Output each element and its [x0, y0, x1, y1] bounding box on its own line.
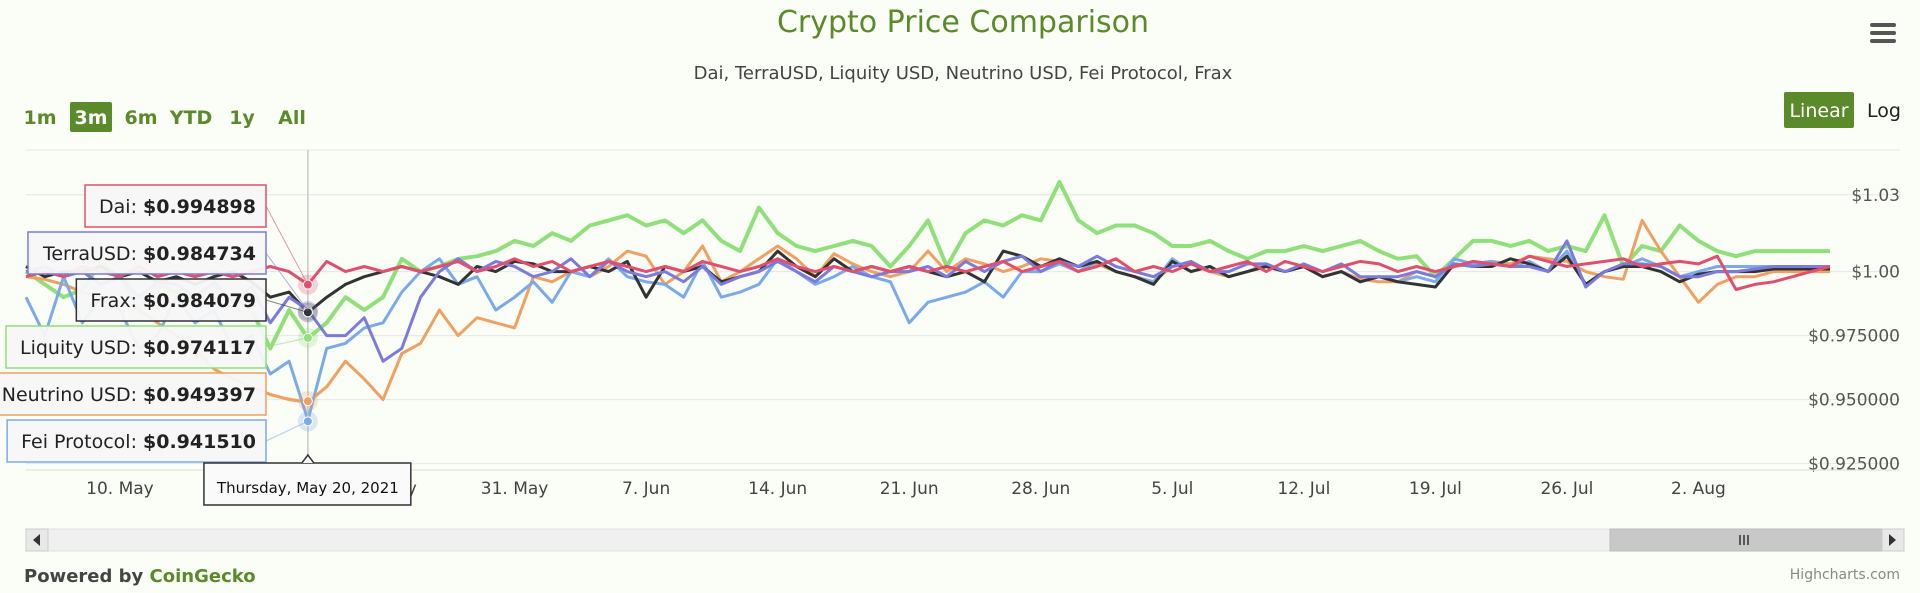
linear-button[interactable]: Linear [1789, 100, 1848, 122]
tooltip-label: Neutrino USD: [2, 384, 143, 406]
tooltip-value: $0.941510 [143, 431, 256, 453]
y-tick-label: $0.975000 [1808, 327, 1900, 347]
tooltip-label: Fei Protocol: [21, 431, 143, 453]
tooltip-value: $0.984734 [143, 243, 256, 265]
tooltip-box [75, 278, 267, 322]
y-tick-label: $1.03 [1851, 186, 1900, 206]
tooltip-value: $0.974117 [143, 337, 256, 359]
powered-by: Powered by CoinGecko [24, 566, 256, 587]
arrow-left-icon [33, 534, 40, 546]
tooltip-value: $0.984079 [143, 290, 256, 312]
range-button-1m[interactable]: 1m [23, 107, 56, 129]
series-line-liquity-usd[interactable] [24, 180, 1830, 351]
coingecko-link[interactable]: CoinGecko [150, 566, 256, 587]
tooltip-connector [265, 299, 309, 313]
range-button-all[interactable]: All [278, 107, 306, 129]
x-tick-label: 28. Jun [1011, 479, 1070, 499]
chart-title: Crypto Price Comparison [777, 5, 1149, 40]
x-tick-label: 10. May [86, 479, 154, 499]
tooltip-box [27, 231, 267, 275]
hamburger-menu-icon[interactable] [1868, 20, 1898, 48]
tooltip-connector [265, 205, 309, 285]
range-3m-bg[interactable] [70, 102, 112, 132]
tooltip-text: Fei Protocol: $0.941510 [21, 431, 256, 453]
tooltip-neutrino-usd: Neutrino USD: $0.949397 [0, 372, 308, 416]
tooltip-label: Frax: [90, 290, 143, 312]
tooltip-text: Dai: $0.994898 [99, 196, 256, 218]
range-button-3m[interactable]: 3m [74, 107, 107, 129]
x-tick-label: 2. Aug [1671, 479, 1726, 499]
x-tick-label: 5. Jul [1151, 479, 1193, 499]
highcharts-credits[interactable]: Highcharts.com [1790, 567, 1900, 583]
scroll-thumb[interactable] [1609, 528, 1883, 552]
x-tick-label: 31. May [481, 479, 549, 499]
tooltip-liquity-usd: Liquity USD: $0.974117 [5, 325, 308, 369]
tooltip-terrausd: TerraUSD: $0.984734 [27, 231, 309, 311]
tooltip-label: Liquity USD: [20, 337, 143, 359]
range-button-6m[interactable]: 6m [124, 107, 157, 129]
y-tick-label: $0.925000 [1808, 455, 1900, 475]
date-tooltip: Thursday, May 20, 2021 [203, 453, 412, 506]
tooltip-value: $0.994898 [143, 196, 256, 218]
log-button[interactable]: Log [1867, 100, 1901, 122]
tooltip-fei-protocol: Fei Protocol: $0.941510 [6, 419, 309, 463]
linear-button-bg[interactable] [1784, 92, 1854, 128]
date-tooltip-text: Thursday, May 20, 2021 [216, 479, 399, 497]
series-line-dai[interactable] [25, 254, 1831, 291]
tooltip-text: Frax: $0.984079 [90, 290, 256, 312]
tooltip-text: Liquity USD: $0.974117 [20, 337, 256, 359]
tooltip-box [6, 419, 267, 463]
chart-subtitle: Dai, TerraUSD, Liquity USD, Neutrino USD… [694, 63, 1233, 84]
navigator-scrollbar[interactable] [25, 528, 1905, 552]
tooltips: Dai: $0.994898 TerraUSD: $0.984734 Frax: $… [0, 184, 412, 506]
date-tooltip-pointer [301, 453, 315, 464]
tooltip-box [84, 184, 267, 228]
grip-icon [1739, 535, 1749, 545]
series-lines [24, 180, 1831, 422]
scale-toggle: Linear Log [1784, 92, 1901, 128]
date-tooltip-box [203, 462, 412, 506]
tooltip-label: TerraUSD: [42, 243, 143, 265]
tooltip-connector [265, 252, 309, 311]
tooltip-dai: Dai: $0.994898 [84, 184, 309, 285]
y-tick-label: $0.950000 [1808, 391, 1900, 411]
tooltip-box [5, 325, 267, 369]
tooltip-connector [265, 420, 309, 442]
series-line-fei-protocol[interactable] [24, 249, 1830, 422]
range-button-ytd[interactable]: YTD [169, 107, 213, 129]
tooltip-label: Dai: [99, 196, 143, 218]
x-tick-label: 26. Jul [1540, 479, 1593, 499]
series-line-terrausd[interactable] [25, 239, 1830, 363]
tooltip-connector [265, 393, 308, 402]
tooltip-text: TerraUSD: $0.984734 [42, 243, 256, 265]
x-tick-label: 21. Jun [880, 479, 939, 499]
range-selector: 1m 3m 6m YTD 1y All [23, 102, 306, 132]
arrow-right-icon [1889, 534, 1896, 546]
tooltip-connector [265, 337, 308, 348]
tooltip-text: Neutrino USD: $0.949397 [2, 384, 256, 406]
x-tick-label: 7. Jun [622, 479, 670, 499]
tooltip-frax: Frax: $0.984079 [75, 278, 309, 322]
x-tick-label: 19. Jul [1409, 479, 1462, 499]
tooltip-value: $0.949397 [143, 384, 256, 406]
y-axis: $1.03 $1.00 $0.975000 $0.950000 $0.925000 [1808, 186, 1900, 475]
y-tick-label: $1.00 [1851, 263, 1900, 283]
range-button-1y[interactable]: 1y [229, 107, 255, 129]
powered-prefix: Powered by [24, 566, 150, 587]
x-tick-label: 14. Jun [748, 479, 807, 499]
x-tick-label: 12. Jul [1277, 479, 1330, 499]
